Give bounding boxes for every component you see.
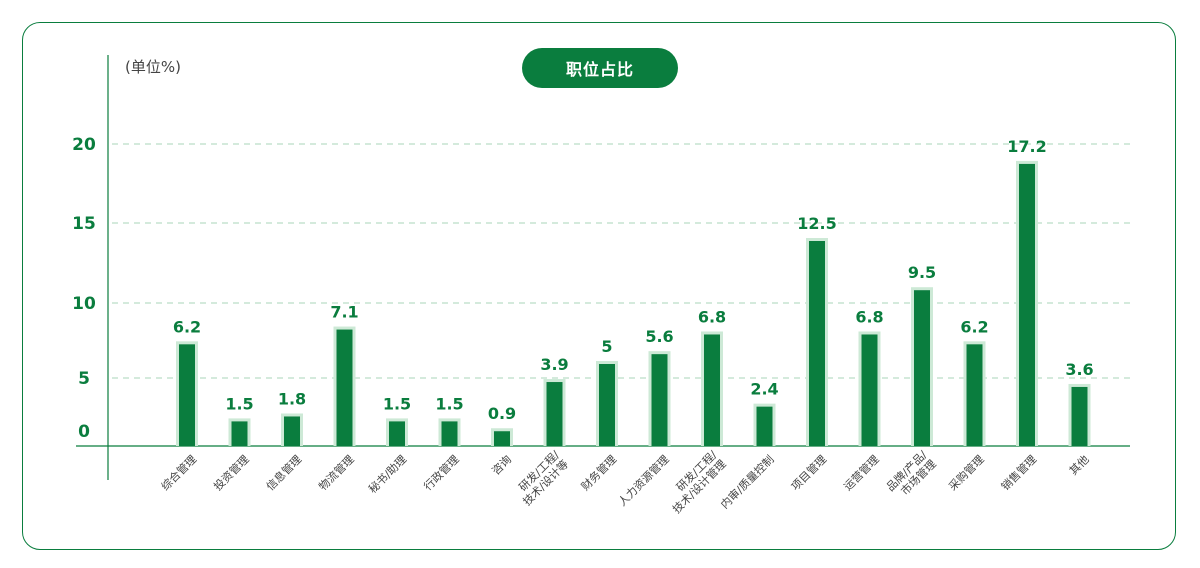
bar	[179, 344, 195, 446]
unit-label: (单位%)	[125, 58, 181, 76]
bar	[651, 354, 668, 446]
bar	[336, 329, 353, 446]
value-label: 6.2	[960, 317, 988, 336]
bar	[494, 431, 510, 446]
y-tick-label: 20	[72, 135, 96, 155]
x-category-label: 综合管理	[158, 452, 199, 493]
bar	[704, 334, 720, 446]
bar	[809, 241, 825, 446]
bar	[546, 382, 563, 446]
value-label: 3.9	[540, 355, 568, 374]
x-category-label: 人力资源管理	[615, 452, 672, 509]
bar	[1019, 163, 1035, 447]
value-label: 3.6	[1065, 360, 1093, 379]
value-label: 9.5	[908, 263, 936, 282]
value-label: 5	[601, 337, 612, 356]
x-category-label: 行政管理	[421, 452, 462, 493]
value-label: 7.1	[330, 303, 358, 322]
x-category-label: 采购管理	[946, 452, 987, 493]
value-label: 6.2	[173, 317, 201, 336]
value-label: 1.5	[435, 394, 463, 413]
bar	[231, 421, 248, 446]
chart-frame	[22, 22, 1176, 550]
x-category-label: 项目管理	[788, 452, 829, 493]
value-label: 5.6	[645, 327, 673, 346]
x-category-label: 秘书/助理	[365, 452, 409, 496]
value-label: 12.5	[797, 214, 836, 233]
y-tick-label: 10	[72, 294, 96, 314]
value-label: 6.8	[855, 307, 883, 326]
x-category-label: 销售管理	[998, 452, 1039, 493]
value-label: 2.4	[750, 380, 778, 399]
bar	[861, 334, 878, 446]
x-category-label: 运营管理	[841, 452, 882, 493]
value-label: 17.2	[1007, 137, 1046, 156]
y-tick-label: 15	[72, 214, 96, 234]
y-tick-label: 0	[78, 422, 90, 442]
bar	[966, 344, 983, 446]
y-tick-label: 5	[78, 369, 90, 389]
value-label: 0.9	[488, 404, 516, 423]
bar	[389, 421, 405, 446]
value-label: 1.5	[383, 394, 411, 413]
x-category-label: 咨询	[489, 452, 514, 477]
value-label: 6.8	[698, 307, 726, 326]
x-category-label: 内审/质量控制	[717, 452, 776, 511]
bar	[1071, 386, 1088, 446]
bar	[441, 421, 458, 446]
bar	[914, 290, 930, 446]
x-category-label: 其他	[1067, 453, 1092, 478]
bar	[756, 406, 773, 446]
value-label: 1.8	[278, 389, 306, 408]
value-label: 1.5	[225, 394, 253, 413]
x-category-label: 物流管理	[316, 452, 357, 493]
x-category-label: 财务管理	[578, 452, 619, 493]
bar	[284, 416, 300, 446]
x-category-label: 投资管理	[211, 452, 252, 493]
bar	[599, 364, 615, 446]
x-category-label: 信息管理	[263, 452, 304, 493]
chart-title: 职位占比	[522, 48, 678, 88]
